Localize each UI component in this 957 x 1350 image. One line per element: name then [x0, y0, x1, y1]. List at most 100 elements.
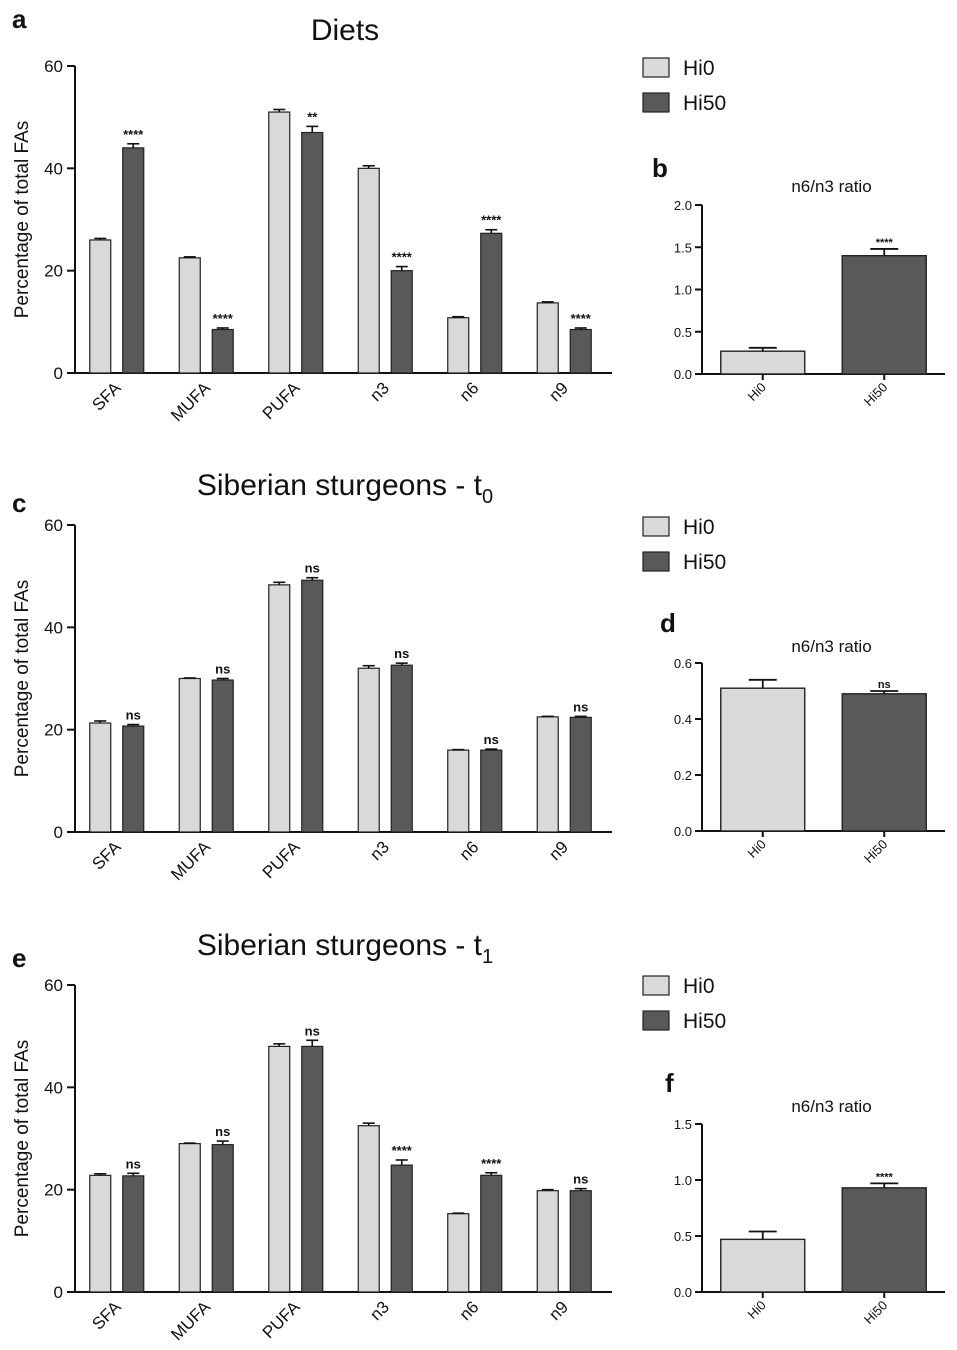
chart-panel-f: f n6/n3 ratio 0.0 0.5 1.0 1.5 Hi0 **** Hi50 [665, 1068, 945, 1327]
bar-hi50-n6 [480, 749, 503, 833]
legend-label-hi50: Hi50 [683, 551, 726, 574]
x-tick-label: MUFA [167, 1297, 214, 1344]
y-tick-label: 0.5 [674, 1229, 692, 1244]
chart-title: n6/n3 ratio [791, 1097, 871, 1116]
significance-label: ns [305, 1023, 320, 1038]
y-tick-label: 0.6 [674, 656, 692, 671]
bar-hi0-mufa [178, 1143, 201, 1293]
bar-hi0-pufa [268, 1045, 291, 1293]
bar-hi50-n6 [480, 232, 503, 374]
y-tick-label: 20 [44, 721, 63, 740]
bar-hi0-n3 [357, 667, 380, 833]
legend-label-hi50: Hi50 [683, 92, 726, 115]
bar-hi0-pufa [268, 111, 291, 374]
chart-title-text: Siberian sturgeons - t [197, 469, 483, 502]
y-tick-label: 0.0 [674, 824, 692, 839]
significance-label: **** [481, 1156, 502, 1171]
y-tick-label: 1.0 [674, 1173, 692, 1188]
bar-hi50-mufa [211, 1144, 234, 1293]
x-tick-label: MUFA [167, 378, 214, 425]
legend-swatch-hi50 [642, 551, 670, 572]
bar-hi50-n3 [390, 270, 413, 374]
bar-hi0-pufa [268, 584, 291, 833]
y-tick-label: 60 [44, 57, 63, 76]
bar-hi50-pufa [301, 1045, 324, 1293]
x-tick-label: PUFA [259, 837, 304, 882]
legend-swatch-hi50 [642, 92, 670, 113]
chart-title-text: Siberian sturgeons - t [197, 929, 483, 962]
y-tick-label: 0.2 [674, 768, 692, 783]
x-tick-label: Hi0 [744, 380, 768, 404]
bar-hi50-n6 [480, 1174, 503, 1293]
legend-label-hi0: Hi0 [683, 57, 715, 80]
bar-hi50-n9 [569, 716, 592, 833]
x-tick-label: n3 [366, 378, 393, 405]
significance-label: **** [392, 250, 413, 265]
bar-hi50-n3 [390, 1164, 413, 1293]
bar-hi50-sfa [122, 1175, 145, 1293]
x-tick-label: PUFA [259, 1297, 304, 1342]
legend-swatch-hi0 [642, 516, 670, 537]
bar-hi0 [720, 687, 806, 832]
chart-title: Siberian sturgeons - t0 [197, 469, 493, 508]
y-tick-label: 1.5 [674, 240, 692, 255]
chart-title: n6/n3 ratio [791, 177, 871, 196]
x-tick-label: n3 [366, 1297, 393, 1324]
significance-label: **** [876, 237, 894, 249]
chart-title-subscript: 1 [482, 946, 493, 968]
x-tick-label: SFA [88, 1297, 125, 1334]
legend: Hi0 Hi50 [642, 57, 726, 115]
significance-label: ns [215, 662, 230, 677]
y-tick-label: 20 [44, 1181, 63, 1200]
y-tick-label: 2.0 [674, 198, 692, 213]
y-tick-label: 40 [44, 1078, 63, 1097]
x-tick-label: Hi50 [861, 1298, 891, 1328]
bar-hi50-mufa [211, 679, 234, 833]
bar-hi50 [841, 1187, 927, 1293]
y-tick-label: 1.5 [674, 1117, 692, 1132]
bar-hi0 [720, 1238, 806, 1293]
bar-hi0-sfa [89, 1174, 112, 1293]
panel-label: c [12, 488, 26, 518]
bar-hi0-n6 [447, 317, 470, 374]
significance-label: **** [481, 213, 502, 228]
panel-label: b [652, 153, 668, 183]
x-tick-label: Hi0 [744, 837, 768, 861]
significance-label: **** [571, 311, 592, 326]
bar-hi0-n6 [447, 749, 470, 833]
chart-panel-e: e Siberian sturgeons - t1 Percentage of to… [12, 929, 726, 1344]
y-tick-label: 0.4 [674, 712, 692, 727]
significance-label: **** [876, 1171, 894, 1183]
significance-label: ns [126, 1156, 141, 1171]
chart-title: Diets [311, 14, 379, 47]
significance-label: **** [123, 127, 144, 142]
bar-hi0-n9 [536, 716, 559, 833]
panel-label: d [660, 608, 676, 638]
bar-hi50-pufa [301, 579, 324, 833]
x-tick-label: n9 [545, 837, 572, 864]
y-tick-label: 20 [44, 262, 63, 281]
chart-panel-b: b n6/n3 ratio 0.0 0.5 1.0 1.5 2.0 Hi0 **** Hi50 [652, 153, 945, 409]
x-tick-label: n9 [545, 1297, 572, 1324]
significance-label: ns [484, 732, 499, 747]
significance-label: **** [213, 311, 234, 326]
legend-swatch-hi0 [642, 975, 670, 996]
bar-hi0-n9 [536, 1190, 559, 1293]
chart-title: Siberian sturgeons - t1 [197, 929, 493, 968]
y-tick-label: 1.0 [674, 283, 692, 298]
y-tick-label: 0 [54, 823, 63, 842]
significance-label: **** [392, 1143, 413, 1158]
bar-hi50-n9 [569, 328, 592, 374]
bar-hi50 [841, 254, 927, 375]
legend-label-hi0: Hi0 [683, 516, 715, 539]
bar-hi50-n3 [390, 664, 413, 833]
y-tick-label: 60 [44, 516, 63, 535]
x-tick-label: n9 [545, 378, 572, 405]
y-tick-label: 40 [44, 618, 63, 637]
x-tick-label: SFA [88, 378, 125, 415]
significance-label: ns [305, 561, 320, 576]
bar-hi0-n9 [536, 302, 559, 374]
y-tick-label: 60 [44, 976, 63, 995]
